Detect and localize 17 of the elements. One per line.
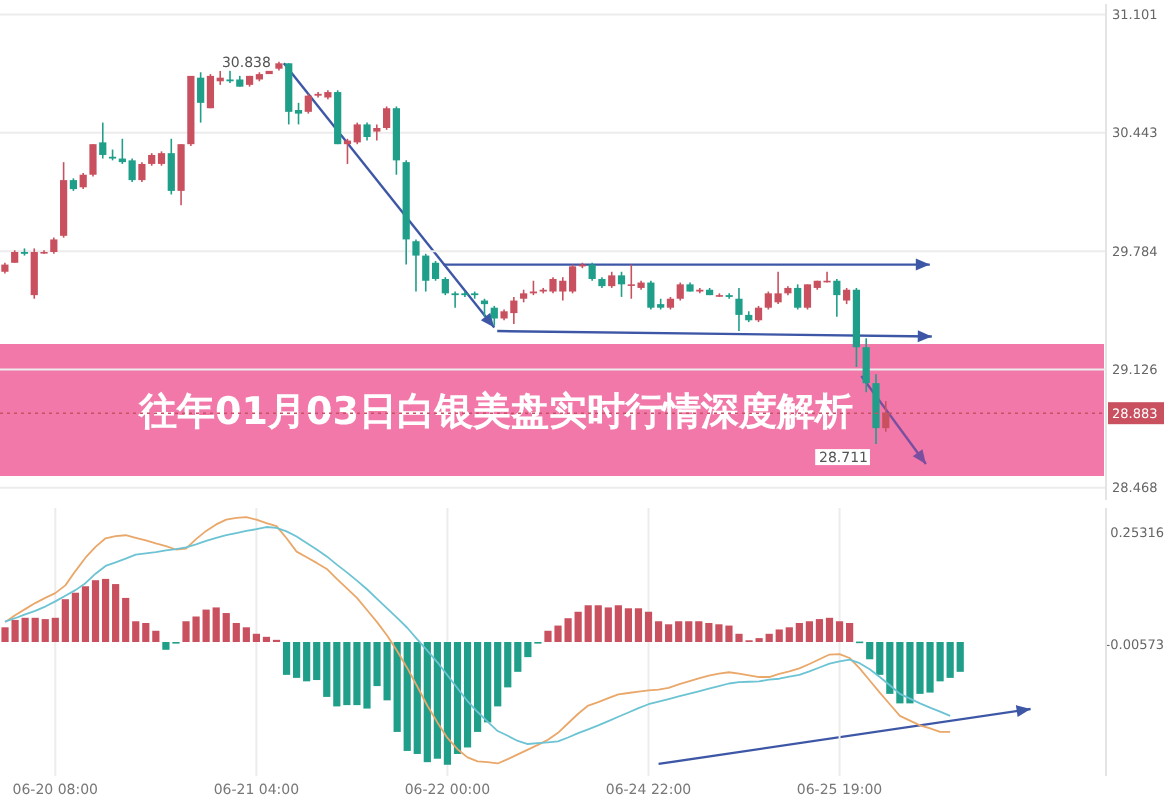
candlestick — [177, 143, 185, 207]
candlestick — [490, 305, 498, 327]
candlestick — [794, 283, 802, 311]
candlestick — [412, 238, 420, 293]
candlestick — [833, 278, 841, 318]
candlestick — [167, 137, 175, 196]
candlestick — [735, 287, 743, 332]
candlestick — [862, 337, 870, 393]
candlestick — [383, 105, 391, 131]
candlestick — [872, 373, 880, 445]
candlestick — [197, 71, 205, 124]
candlestick — [617, 270, 626, 298]
candlestick — [89, 143, 97, 178]
candlestick — [99, 121, 107, 160]
candlestick — [304, 93, 312, 115]
candlestick — [138, 161, 146, 183]
candlestick — [373, 123, 381, 142]
